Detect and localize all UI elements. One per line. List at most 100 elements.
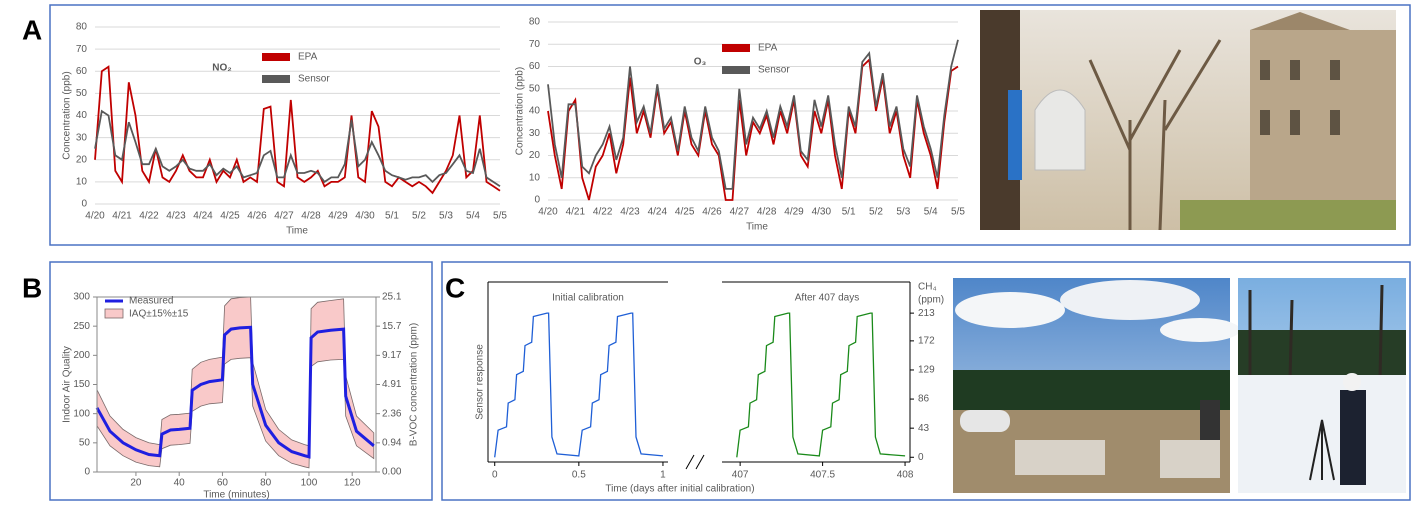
line [547, 39, 959, 190]
y2-axis-label: B-VOC concentration (ppm) [409, 323, 420, 446]
x-tick-label: 4/27 [730, 207, 750, 218]
x-tick-label: 0 [492, 470, 498, 481]
line [736, 312, 906, 458]
x-tick-label: 5/2 [412, 211, 426, 222]
x-tick-label: 100 [301, 478, 318, 489]
x-tick-label: 5/4 [466, 211, 480, 222]
x-tick-label: 408 [897, 470, 914, 481]
y-axis-label: Sensor response [475, 344, 486, 420]
y-tick-label: 20 [529, 150, 541, 161]
line [547, 57, 959, 201]
x-tick-label: 4/29 [784, 207, 804, 218]
chart-title: NO₂ [212, 63, 231, 74]
x-axis-label: Time [746, 222, 768, 233]
y-tick-label: 0 [84, 467, 90, 478]
x-tick-label: 0.5 [572, 470, 586, 481]
annotation: Initial calibration [552, 293, 624, 304]
x-tick-label: 5/1 [842, 207, 856, 218]
x-tick-label: 4/22 [593, 207, 613, 218]
y-tick-label: 60 [529, 61, 541, 72]
y2-tick-label: 129 [918, 365, 935, 376]
y-tick-label: 250 [73, 321, 90, 332]
x-tick-label: 4/27 [274, 211, 294, 222]
x-tick-label: 4/28 [301, 211, 321, 222]
y-tick-label: 80 [529, 17, 541, 28]
y2-tick-label: 4.91 [382, 379, 402, 390]
legend-label: EPA [758, 43, 778, 54]
legend-swatch [722, 66, 750, 74]
y2-tick-label: 2.36 [382, 408, 402, 419]
panel-c-frame [441, 261, 1411, 501]
y-tick-label: 200 [73, 350, 90, 361]
photo-field [1238, 278, 1406, 493]
y2-tick-label: 25.1 [382, 292, 402, 303]
y-tick-label: 60 [76, 66, 88, 77]
x-tick-label: 4/29 [328, 211, 348, 222]
x-tick-label: 4/24 [648, 207, 668, 218]
y-tick-label: 10 [529, 172, 541, 183]
x-tick-label: 4/21 [112, 211, 132, 222]
band [96, 296, 375, 469]
x-tick-label: 5/2 [869, 207, 883, 218]
y2-tick-label: 172 [918, 336, 935, 347]
x-tick-label: 5/3 [896, 207, 910, 218]
line [94, 109, 501, 188]
legend-swatch [262, 75, 290, 83]
x-tick-label: 4/20 [538, 207, 558, 218]
y2-tick-label: 43 [918, 423, 930, 434]
chart-title: O₃ [694, 57, 707, 68]
y2-tick-label: 0 [918, 452, 924, 463]
y-tick-label: 70 [76, 44, 88, 55]
y-tick-label: 300 [73, 292, 90, 303]
x-tick-label: 4/30 [355, 211, 375, 222]
line [494, 312, 664, 458]
x-tick-label: 4/20 [85, 211, 105, 222]
y-tick-label: 150 [73, 379, 90, 390]
y-axis-label: Concentration (ppb) [515, 67, 526, 155]
legend-swatch [262, 53, 290, 61]
panel-label: C [445, 272, 465, 303]
y2-axis-label: CH₄ [918, 282, 937, 293]
x-axis-label: Time (days after initial calibration) [605, 484, 754, 495]
x-tick-label: 4/22 [139, 211, 159, 222]
y2-tick-label: 9.17 [382, 350, 402, 361]
legend-swatch [104, 308, 124, 319]
y-tick-label: 10 [76, 177, 88, 188]
line [94, 65, 501, 195]
x-tick-label: 5/4 [924, 207, 938, 218]
annotation: After 407 days [795, 293, 859, 304]
y-tick-label: 50 [79, 437, 91, 448]
y-tick-label: 20 [76, 154, 88, 165]
y-tick-label: 30 [76, 132, 88, 143]
x-tick-label: 4/21 [566, 207, 586, 218]
panel-label: A [22, 14, 42, 45]
x-tick-label: 120 [344, 478, 361, 489]
y-tick-label: 40 [529, 106, 541, 117]
y-tick-label: 100 [73, 408, 90, 419]
x-tick-label: 4/24 [193, 211, 213, 222]
x-tick-label: 4/23 [620, 207, 640, 218]
x-tick-label: 4/25 [220, 211, 240, 222]
x-tick-label: 4/26 [702, 207, 722, 218]
x-tick-label: 4/28 [757, 207, 777, 218]
y2-tick-label: 15.7 [382, 321, 402, 332]
x-tick-label: 5/3 [439, 211, 453, 222]
x-axis-label: Time [286, 226, 308, 237]
y-tick-label: 70 [529, 39, 541, 50]
x-tick-label: 1 [660, 470, 666, 481]
y-axis-label: Indoor Air Quality [62, 346, 73, 423]
axis-break [683, 454, 707, 470]
photo-campus [980, 10, 1396, 231]
x-axis-label: Time (minutes) [203, 490, 269, 501]
y-tick-label: 0 [534, 195, 540, 206]
legend-swatch [722, 44, 750, 52]
legend-label: Sensor [758, 65, 790, 76]
x-tick-label: 60 [217, 478, 229, 489]
y-tick-label: 30 [529, 128, 541, 139]
legend-label: Measured [129, 296, 173, 307]
y-tick-label: 40 [76, 110, 88, 121]
y2-axis-label: (ppm) [918, 295, 944, 306]
photo-site [953, 278, 1240, 493]
y-tick-label: 50 [76, 88, 88, 99]
